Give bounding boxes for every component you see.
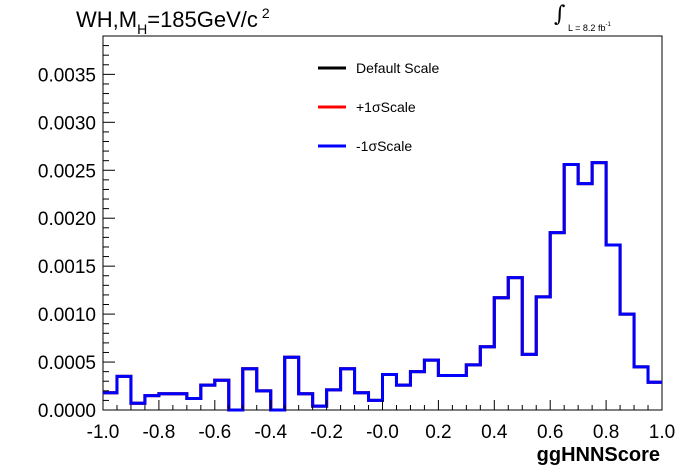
- series-line-2: [103, 161, 662, 412]
- x-tick-label: 0.4: [481, 422, 508, 443]
- x-tick-label: -0.0: [366, 422, 399, 443]
- luminosity-text: L = 8.2 fb: [568, 23, 606, 33]
- plot-frame: [102, 35, 663, 411]
- x-tick-label: -0.4: [254, 422, 287, 443]
- x-axis-label: ggHNNScore: [537, 444, 660, 466]
- x-tick-label: -0.6: [198, 422, 231, 443]
- y-tick-label: 0.0015: [38, 257, 96, 278]
- x-tick-label: 0.2: [425, 422, 451, 443]
- series-layer: [103, 161, 662, 412]
- x-tick-label: 0.6: [537, 422, 563, 443]
- title-superscript: 2: [261, 5, 270, 21]
- x-tick-label: -1.0: [87, 422, 120, 443]
- title-value: =185GeV/c: [147, 7, 258, 32]
- x-tick-label: -0.8: [143, 422, 176, 443]
- y-tick-label: 0.0000: [38, 401, 96, 422]
- y-tick-label: 0.0005: [38, 353, 96, 374]
- legend-label-2: -1σScale: [356, 138, 412, 154]
- series-line-1: [103, 161, 662, 412]
- y-tick-label: 0.0030: [38, 113, 96, 134]
- luminosity-exponent: -1: [605, 22, 611, 28]
- y-tick-label: 0.0035: [38, 65, 96, 86]
- chart-title: WH,MH=185GeV/c 2: [76, 5, 270, 37]
- series-line-0: [103, 161, 662, 412]
- title-subscript: H: [137, 21, 148, 37]
- x-tick-label: -0.2: [310, 422, 343, 443]
- axes-layer: -1.0 -0.8 -0.6 -0.4 -0.2 -0.0 0.2 0.4 0.6 0.8 1.0 0…: [38, 35, 675, 443]
- integral-icon: ∫: [554, 2, 566, 27]
- y-tick-label: 0.0025: [38, 161, 96, 182]
- legend: Default Scale +1σScale -1σScale: [318, 60, 439, 154]
- x-tick-label: 1.0: [649, 422, 675, 443]
- legend-label-1: +1σScale: [356, 99, 416, 115]
- y-tick-label: 0.0020: [38, 209, 96, 230]
- legend-label-0: Default Scale: [356, 60, 439, 76]
- x-tick-label: 0.8: [593, 422, 619, 443]
- title-prefix: WH,M: [76, 7, 138, 32]
- y-tick-label: 0.0010: [38, 305, 96, 326]
